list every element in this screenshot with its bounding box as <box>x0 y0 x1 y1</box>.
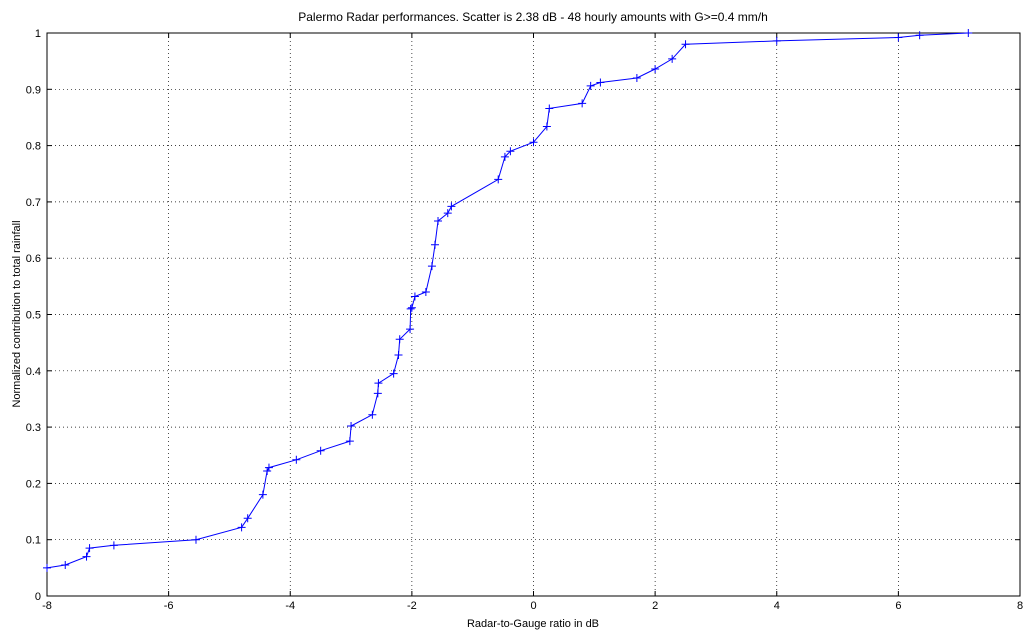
y-tick-label: 0 <box>35 591 41 603</box>
x-tick-label: 0 <box>530 600 536 612</box>
y-tick-label: 0.6 <box>26 253 41 265</box>
y-axis-title: Normalized contribution to total rainfal… <box>11 220 23 407</box>
chart-title: Palermo Radar performances. Scatter is 2… <box>298 10 768 24</box>
x-tick-label: 8 <box>1017 600 1023 612</box>
y-tick-label: 1 <box>35 28 41 40</box>
y-tick-label: 0.3 <box>26 422 41 434</box>
y-tick-label: 0.8 <box>26 141 41 153</box>
x-axis-title: Radar-to-Gauge ratio in dB <box>467 618 599 630</box>
y-tick-label: 0.2 <box>26 478 41 490</box>
x-tick-label: -6 <box>164 600 174 612</box>
x-tick-label: -8 <box>42 600 52 612</box>
x-tick-label: -2 <box>407 600 417 612</box>
y-tick-label: 0.4 <box>26 366 41 378</box>
x-tick-label: 2 <box>652 600 658 612</box>
y-tick-label: 0.1 <box>26 535 41 547</box>
x-tick-label: 6 <box>895 600 901 612</box>
x-tick-label: 4 <box>774 600 780 612</box>
y-tick-label: 0.9 <box>26 84 41 96</box>
y-tick-label: 0.5 <box>26 310 41 322</box>
x-tick-label: -4 <box>285 600 295 612</box>
y-tick-label: 0.7 <box>26 197 41 209</box>
